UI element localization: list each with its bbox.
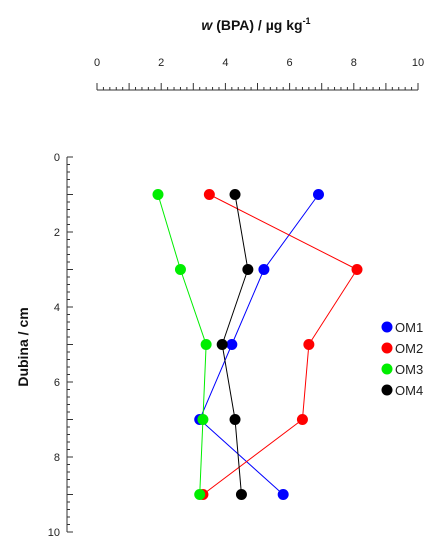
y-tick-label: 2 [54, 227, 60, 239]
series-points [152, 189, 363, 500]
x-tick-label: 0 [94, 57, 100, 69]
data-point-om1 [312, 189, 324, 200]
y-tick-label: 0 [54, 152, 60, 164]
y-tick-label: 10 [48, 527, 60, 538]
data-point-om1 [258, 264, 270, 275]
data-point-om4 [216, 339, 228, 350]
data-point-om2 [303, 339, 315, 350]
y-tick-label: 4 [54, 302, 60, 314]
series-line-om3 [157, 194, 207, 495]
data-point-om1 [277, 489, 289, 500]
data-point-om2 [296, 414, 308, 425]
y-axis: 0 2 4 6 8 10 [48, 152, 73, 538]
data-point-om3 [194, 489, 206, 500]
y-tick-label: 6 [54, 377, 60, 389]
data-point-om2 [203, 189, 215, 200]
x-tick-label: 4 [222, 57, 228, 69]
y-axis-label: Dubina / cm [15, 307, 31, 386]
legend: OM1 OM2 OM3 OM4 [381, 320, 423, 398]
legend-marker-om3 [381, 363, 393, 375]
series-lines [157, 194, 358, 495]
data-point-om1 [226, 339, 238, 350]
legend-label-om1: OM1 [395, 320, 423, 335]
data-point-om3 [174, 264, 186, 275]
x-tick-label: 6 [287, 57, 293, 69]
x-axis-label: w (BPA) / µg kg-1 [201, 16, 310, 33]
legend-marker-om2 [381, 342, 393, 354]
data-point-om4 [235, 489, 247, 500]
legend-label-om4: OM4 [395, 383, 423, 398]
x-axis-label-sup: -1 [303, 16, 311, 26]
x-axis: 0 2 4 6 8 10 [94, 57, 424, 91]
legend-marker-om4 [381, 384, 393, 396]
y-tick-label: 8 [54, 452, 60, 464]
x-axis-label-var: w [201, 17, 213, 33]
x-tick-label: 8 [351, 57, 357, 69]
legend-marker-om1 [381, 321, 393, 333]
data-point-om3 [152, 189, 164, 200]
data-point-om4 [229, 189, 241, 200]
legend-label-om2: OM2 [395, 341, 423, 356]
x-tick-label: 2 [158, 57, 164, 69]
data-point-om4 [229, 414, 241, 425]
data-point-om4 [242, 264, 254, 275]
data-point-om2 [351, 264, 363, 275]
x-axis-label-text: (BPA) / µg kg [212, 17, 302, 33]
legend-label-om3: OM3 [395, 362, 423, 377]
data-point-om3 [200, 339, 212, 350]
data-point-om3 [197, 414, 209, 425]
x-tick-label: 10 [412, 57, 424, 69]
